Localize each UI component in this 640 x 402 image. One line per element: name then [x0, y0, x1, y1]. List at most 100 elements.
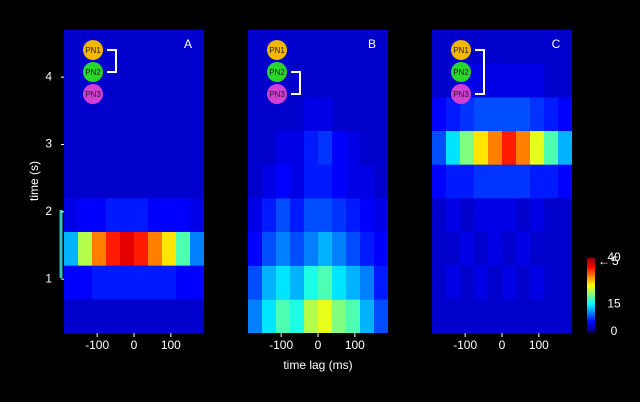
colorbar-segment — [587, 298, 595, 301]
heat-cell — [332, 232, 346, 266]
heat-cell — [558, 232, 572, 266]
heat-cell — [446, 164, 460, 199]
heat-cell — [190, 232, 204, 266]
heat-cell — [544, 30, 558, 64]
heat-cell — [148, 299, 162, 333]
bracket — [291, 71, 301, 95]
heat-cell — [162, 299, 176, 333]
node-circle — [451, 40, 471, 60]
heat-cell — [248, 265, 262, 300]
heat-cell — [360, 265, 374, 300]
heat-cell — [530, 299, 544, 333]
heat-cell — [134, 198, 148, 232]
panel-label: B — [368, 37, 376, 51]
heat-cell — [558, 198, 572, 232]
heat-cell — [290, 131, 304, 165]
heat-cell — [64, 63, 78, 98]
x-tick-label: 0 — [131, 338, 138, 352]
heat-cell — [432, 97, 446, 131]
heat-cell — [516, 198, 530, 232]
heat-cell — [190, 299, 204, 333]
heat-cell — [346, 30, 360, 64]
heat-cell — [460, 198, 474, 232]
colorbar-segment — [587, 270, 595, 273]
heat-cell — [488, 131, 502, 165]
colorbar-segment — [587, 272, 595, 275]
node-label: PN1 — [453, 46, 469, 55]
heat-cell — [346, 97, 360, 131]
heat-cell — [460, 232, 474, 266]
heat-cell — [64, 164, 78, 199]
node-circle — [267, 40, 287, 60]
heat-cell — [248, 299, 262, 333]
heat-cell — [488, 97, 502, 131]
heat-cell — [190, 30, 204, 64]
heat-cell — [78, 164, 92, 199]
heat-cell — [360, 30, 374, 64]
heat-cell — [262, 265, 276, 300]
bracket — [475, 49, 485, 95]
heat-cell — [262, 198, 276, 232]
heat-cell — [304, 164, 318, 199]
heat-cell — [374, 30, 388, 64]
heat-cell — [502, 265, 516, 300]
heat-cell — [106, 164, 120, 199]
heat-cell — [544, 232, 558, 266]
heat-cell — [248, 131, 262, 165]
heat-cell — [248, 198, 262, 232]
heat-cell — [290, 63, 304, 98]
colorbar-segment — [587, 304, 595, 307]
heat-cell — [488, 232, 502, 266]
heat-cell — [460, 265, 474, 300]
y-tick-label: 1 — [45, 271, 52, 285]
heat-cell — [276, 265, 290, 300]
heat-cell — [190, 63, 204, 98]
heat-cell — [502, 63, 516, 98]
heat-cell — [502, 198, 516, 232]
heat-cell — [120, 164, 134, 199]
heat-cell — [248, 232, 262, 266]
heat-cell — [432, 63, 446, 98]
x-tick-label: 0 — [315, 338, 322, 352]
heat-cell — [374, 97, 388, 131]
heat-cell — [374, 232, 388, 266]
heat-cell — [304, 198, 318, 232]
heat-cell — [502, 232, 516, 266]
heat-cell — [106, 97, 120, 131]
colorbar-segment — [587, 316, 595, 319]
heat-cell — [64, 299, 78, 333]
heat-cell — [304, 131, 318, 165]
heat-cell — [488, 30, 502, 64]
heat-cell — [346, 198, 360, 232]
heat-cell — [558, 63, 572, 98]
heat-cell — [332, 30, 346, 64]
heat-cell — [360, 232, 374, 266]
heat-cell — [474, 97, 488, 131]
heat-cell — [516, 97, 530, 131]
heat-cell — [290, 299, 304, 333]
heat-cell — [516, 164, 530, 199]
colorbar-segment — [587, 318, 595, 321]
heat-cell — [304, 265, 318, 300]
heat-cell — [332, 131, 346, 165]
heat-cell — [290, 232, 304, 266]
colorbar-segment — [587, 282, 595, 285]
node-circle — [451, 62, 471, 82]
heat-cell — [120, 198, 134, 232]
node-label: PN2 — [453, 68, 469, 77]
heat-cell — [290, 30, 304, 64]
heat-cell — [64, 131, 78, 165]
heat-cell — [502, 164, 516, 199]
heat-cell — [488, 299, 502, 333]
heat-cell — [446, 97, 460, 131]
heat-cell — [332, 63, 346, 98]
heat-cell — [78, 232, 92, 266]
heat-cell — [290, 198, 304, 232]
heat-cell — [374, 265, 388, 300]
heat-cell — [446, 131, 460, 165]
heat-cell — [516, 30, 530, 64]
heat-cell — [64, 232, 78, 266]
node-circle — [267, 62, 287, 82]
heat-cell — [92, 299, 106, 333]
node-label: PN3 — [453, 90, 469, 99]
